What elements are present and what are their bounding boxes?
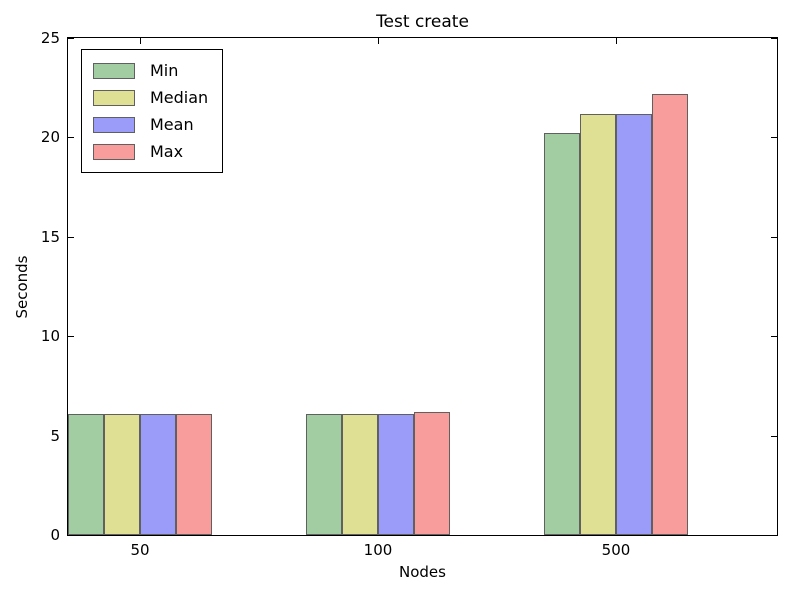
legend-item-mean: Mean	[82, 111, 222, 138]
bar-mean-500	[616, 113, 652, 535]
y-tick-mark	[771, 38, 777, 39]
y-tick-label: 25	[40, 29, 60, 47]
x-tick-mark	[140, 38, 141, 44]
legend-item-median: Median	[82, 84, 222, 111]
y-tick-mark	[68, 535, 74, 536]
y-tick-label: 0	[50, 526, 60, 544]
legend-swatch-icon	[93, 116, 135, 133]
legend-item-min: Min	[82, 57, 222, 84]
y-tick-mark	[68, 38, 74, 39]
bar-median-50	[104, 413, 140, 535]
y-tick-mark	[68, 236, 74, 238]
y-tick-mark	[771, 435, 777, 437]
chart-title: Test create	[376, 12, 469, 32]
y-tick-label: 15	[40, 227, 60, 246]
legend-label: Median	[150, 88, 209, 107]
plot-area: Min Median Mean Max 0 5 10 15 20 25 50 100 500	[41, 29, 778, 559]
y-tick-label: 20	[40, 128, 60, 147]
legend-label: Max	[150, 142, 184, 161]
bar-min-100	[306, 413, 342, 535]
legend-swatch-icon	[93, 62, 135, 79]
bar-max-500	[652, 93, 688, 535]
x-tick-mark	[616, 38, 617, 44]
y-tick-mark	[771, 336, 777, 338]
x-tick-label: 500	[601, 541, 631, 559]
y-tick-label: 5	[50, 426, 60, 445]
y-tick-mark	[771, 236, 777, 238]
y-tick-mark	[68, 137, 74, 139]
bar-max-50	[176, 413, 212, 535]
bar-min-50	[68, 413, 104, 535]
x-tick-label: 100	[363, 541, 393, 559]
legend-swatch-icon	[93, 143, 135, 160]
y-tick-mark	[771, 137, 777, 139]
legend-label: Mean	[150, 115, 194, 134]
x-tick-mark	[378, 38, 379, 44]
legend-swatch-icon	[93, 89, 135, 106]
y-tick-mark	[68, 336, 74, 338]
y-axis-label: Seconds	[13, 255, 31, 319]
x-tick-label: 50	[130, 541, 150, 559]
y-tick-mark	[771, 535, 777, 536]
legend-label: Min	[150, 61, 179, 80]
bar-mean-100	[378, 413, 414, 535]
legend: Min Median Mean Max	[81, 49, 224, 173]
bar-median-500	[580, 113, 616, 535]
bar-median-100	[342, 413, 378, 535]
bar-max-100	[414, 411, 450, 535]
legend-item-max: Max	[82, 138, 222, 165]
x-axis-label: Nodes	[399, 563, 446, 581]
bar-mean-50	[140, 413, 176, 535]
y-tick-label: 10	[40, 327, 60, 346]
bar-min-500	[544, 133, 580, 535]
